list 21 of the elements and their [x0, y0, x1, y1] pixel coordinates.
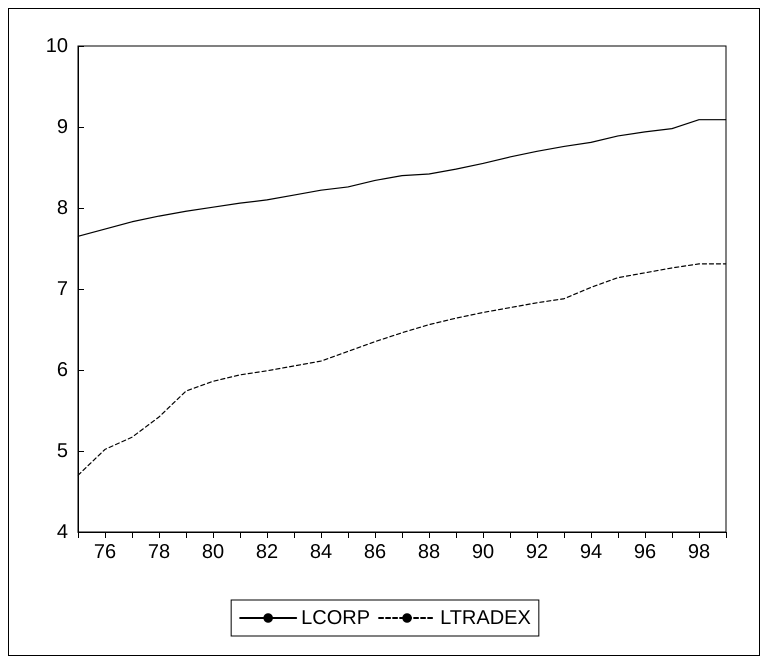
y-tick-label: 6 [56, 359, 68, 381]
x-tick-label: 78 [148, 541, 170, 563]
x-tick-label: 88 [418, 541, 440, 563]
y-tick-label: 8 [56, 197, 68, 219]
y-tick-label: 9 [56, 116, 68, 138]
legend-label: LTRADEX [440, 607, 531, 629]
x-tick-label: 90 [472, 541, 494, 563]
x-tick-label: 94 [580, 541, 602, 563]
x-tick-label: 92 [526, 541, 548, 563]
legend-label: LCORP [301, 607, 370, 629]
x-tick-label: 96 [634, 541, 656, 563]
x-tick-label: 76 [94, 541, 116, 563]
x-tick-label: 82 [256, 541, 278, 563]
y-tick-label: 4 [56, 521, 68, 543]
y-tick-label: 7 [56, 278, 68, 300]
x-tick-label: 86 [364, 541, 386, 563]
x-tick-label: 98 [688, 541, 710, 563]
x-tick-label: 84 [310, 541, 332, 563]
y-tick-label: 10 [46, 35, 68, 57]
x-tick-label: 80 [202, 541, 224, 563]
y-tick-label: 5 [56, 440, 68, 462]
